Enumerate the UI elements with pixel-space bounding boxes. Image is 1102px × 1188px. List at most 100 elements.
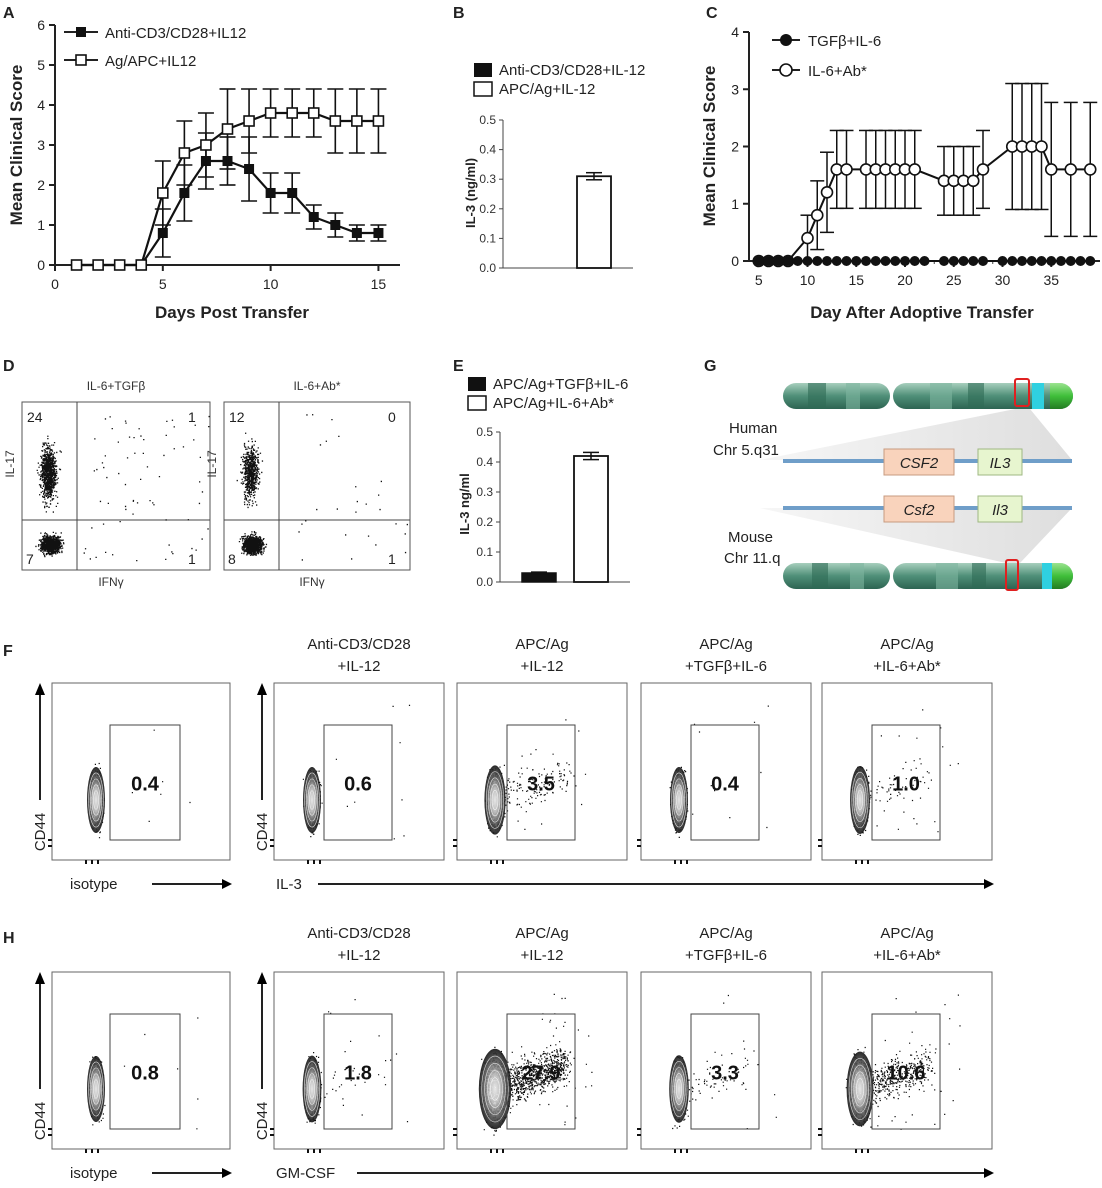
flow-contour	[309, 1079, 315, 1099]
panel-f-plot-2: APC/Ag +IL-12 3.5	[453, 636, 628, 864]
flow-frame	[51, 971, 231, 1150]
panel-e-ytick-label: 0.2	[476, 515, 493, 529]
panel-c-point-filled	[880, 256, 891, 266]
flow-gate	[690, 724, 760, 841]
panel-b-plot: 0.0 0.1 0.2 0.3 0.4 0.5	[479, 113, 633, 275]
human-label-2: Chr 5.q31	[713, 442, 779, 459]
flow-gate	[109, 1013, 181, 1130]
panel-f-plot-0: 0.4	[48, 682, 231, 864]
flow-contour	[88, 772, 104, 828]
flow-frame	[640, 682, 812, 861]
flow-frame	[273, 682, 445, 861]
panel-a-point	[92, 259, 104, 271]
panel-c-xtick-label: 25	[946, 272, 962, 288]
flow-contour	[672, 778, 686, 822]
flow-x-label: GM-CSF	[276, 1165, 335, 1182]
flow-x-label: IL-3	[276, 876, 302, 893]
panel-a-point	[286, 107, 298, 119]
panel-a-ytick-label: 0	[37, 257, 45, 273]
flow-contour	[676, 790, 682, 810]
flow-title-2: +IL-12	[521, 658, 564, 675]
mouse-label-2: Chr 11.q	[724, 550, 780, 567]
panel-c-point-open	[976, 163, 990, 176]
legend-a-series-1: Anti-CD3/CD28+IL12	[105, 25, 246, 42]
flow-title-2: +IL-12	[338, 947, 381, 964]
panel-d: D IL-6+TGFβ 24 1 7 1 IFNγ IL-17 IL-6+Ab* 12 0 8 1 IF…	[3, 358, 411, 589]
flow-gate-value: 0.8	[131, 1063, 159, 1085]
panel-c-point-filled	[1075, 256, 1086, 266]
panel-a-point	[135, 259, 148, 271]
mouse-gene-il3-label: Il3	[992, 502, 1009, 519]
legend-c-series-1: TGFβ+IL-6	[808, 33, 881, 50]
legend-b-open-box	[473, 81, 493, 97]
flow-contour	[91, 1073, 101, 1105]
panel-h-plot-0: 0.8	[48, 971, 231, 1153]
panel-label-g: G	[704, 358, 716, 375]
flow-contour	[304, 772, 320, 828]
flow-density-core	[846, 1051, 874, 1127]
human-label-1: Human	[729, 420, 777, 437]
flow-contour	[671, 772, 687, 828]
flow-contour	[93, 790, 99, 810]
flow-gate	[690, 1013, 760, 1130]
panel-c-point-filled	[900, 256, 910, 266]
flow-x-arrowhead-iso	[222, 1168, 232, 1178]
panel-d-xaxis-label: IFNγ	[299, 575, 324, 589]
panel-e-ytick-label: 0.3	[476, 485, 493, 499]
panel-a-point	[70, 259, 83, 271]
panel-label-h: H	[3, 930, 15, 947]
panel-label-f: F	[3, 643, 13, 660]
human-zoom-cone	[760, 409, 1072, 460]
flow-frame	[51, 682, 231, 861]
flow-density-core	[484, 765, 506, 835]
flow-density-core	[87, 767, 105, 833]
panel-c-point-filled	[773, 256, 784, 266]
panel-b-bar-2	[576, 175, 612, 269]
flow-title-1: APC/Ag	[880, 636, 933, 653]
legend-marker-filled-circle	[780, 34, 792, 46]
legend-e-series-1: APC/Ag+TGFβ+IL-6	[493, 376, 628, 393]
legend-marker-open-circle	[779, 63, 793, 77]
panel-c-point-filled	[870, 256, 881, 266]
flow-title-1: APC/Ag	[515, 636, 568, 653]
panel-h: H 0.8 Anti-CD3/CD28 +IL-12 1.8 APC/Ag +IL-12 2…	[3, 925, 994, 1182]
panel-c-point-filled	[978, 256, 988, 266]
flow-contour	[91, 784, 101, 816]
panel-a-point	[373, 228, 384, 238]
panel-a-point	[243, 115, 255, 127]
flow-gate-value: 1.0	[892, 774, 920, 796]
flow-gate	[506, 1013, 576, 1130]
flow-frame	[640, 971, 812, 1150]
legend-e-series-2: APC/Ag+IL-6+Ab*	[493, 395, 614, 412]
panel-a-point	[179, 188, 190, 198]
flow-contour	[309, 790, 315, 810]
panel-f: F 0.4 Anti-CD3/CD28 +IL-12 0.6 APC/Ag +IL-12 3…	[3, 636, 994, 893]
flow-frame	[821, 682, 993, 861]
flow-contour	[855, 1078, 865, 1100]
flow-frame	[456, 682, 628, 861]
panel-h-plot-2: APC/Ag +IL-12 27.9	[453, 925, 628, 1153]
panel-c-point-open	[810, 208, 824, 222]
panel-e-ytick-label: 0.4	[476, 455, 493, 469]
legend-e-filled-box	[468, 377, 486, 391]
panel-c: C 0 1 2 3 4 5 10 15 20 25 30 35 Day After Adoptive …	[700, 5, 1100, 322]
panel-c-point-filled	[909, 256, 920, 266]
panel-a-legend: Anti-CD3/CD28+IL12 Ag/APC+IL12	[64, 25, 246, 70]
flow-contour	[855, 784, 865, 816]
panel-d-q-tr: 1	[188, 409, 196, 425]
panel-c-point-filled	[919, 256, 930, 266]
panel-label-a: A	[3, 5, 15, 22]
flow-contour	[856, 790, 864, 810]
human-locus-marker	[1014, 378, 1030, 407]
panel-c-ytick-label: 3	[731, 81, 739, 97]
panel-c-point-filled	[841, 256, 852, 266]
panel-h-plot-4: APC/Ag +IL-6+Ab* 10.6	[818, 925, 993, 1153]
panel-c-point-filled	[792, 256, 803, 266]
panel-c-point-filled	[1085, 256, 1096, 266]
panel-c-point-open	[1035, 140, 1048, 153]
panel-b-legend: Anti-CD3/CD28+IL-12 APC/Ag+IL-12	[473, 62, 645, 98]
legend-a-series-2: Ag/APC+IL12	[105, 53, 196, 70]
flow-contour	[851, 1064, 869, 1114]
legend-c-series-2: IL-6+Ab*	[808, 63, 867, 80]
panel-a-point	[351, 228, 362, 238]
